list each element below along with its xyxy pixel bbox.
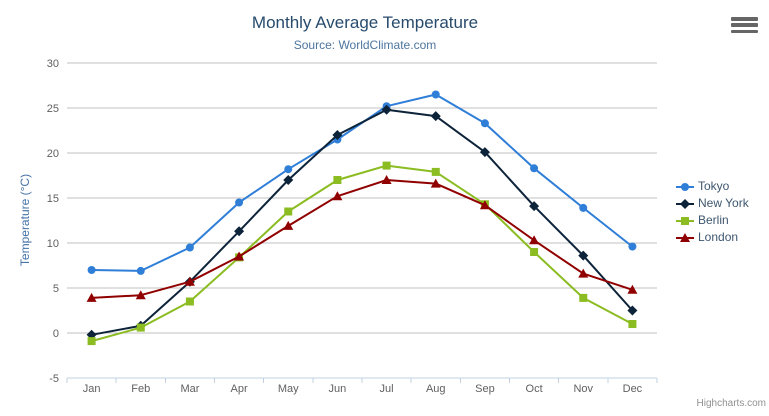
point-berlin-dec[interactable]: [628, 320, 637, 328]
point-new-york-dec[interactable]: [627, 305, 638, 316]
point-berlin-oct[interactable]: [530, 248, 539, 256]
y-axis-label: 10: [47, 238, 59, 250]
series-line-new-york: [90, 108, 634, 336]
x-axis-label: Jul: [380, 383, 394, 395]
y-axis-label: 15: [47, 193, 59, 205]
point-london-nov[interactable]: [578, 268, 589, 278]
x-axis-label: Jan: [83, 383, 101, 395]
diamond-marker-icon: [676, 198, 694, 209]
credits-link[interactable]: Highcharts.com: [696, 398, 766, 409]
y-axis-label: 30: [47, 58, 59, 70]
y-axis-label: 25: [47, 103, 59, 115]
point-london-apr[interactable]: [234, 251, 245, 261]
x-axis-label: Sep: [475, 383, 495, 395]
point-tokyo-nov[interactable]: [579, 203, 588, 212]
square-marker-icon: [676, 216, 694, 225]
point-london-may[interactable]: [283, 220, 294, 230]
circle-marker-icon: [676, 182, 694, 191]
point-new-york-sep[interactable]: [479, 147, 490, 158]
point-london-oct[interactable]: [529, 235, 540, 245]
point-london-jun[interactable]: [332, 191, 343, 201]
triangle-marker-icon: [676, 232, 694, 242]
point-tokyo-apr[interactable]: [235, 198, 244, 207]
hamburger-icon: [731, 29, 758, 33]
point-tokyo-oct[interactable]: [530, 164, 539, 173]
point-berlin-jan[interactable]: [87, 337, 96, 346]
legend-marker: [681, 216, 689, 225]
legend-marker: [680, 232, 690, 242]
point-new-york-apr[interactable]: [234, 226, 245, 237]
x-axis-label: Mar: [180, 383, 199, 395]
point-new-york-aug[interactable]: [430, 111, 441, 122]
point-london-feb[interactable]: [135, 290, 146, 300]
point-new-york-oct[interactable]: [529, 201, 540, 212]
point-tokyo-sep[interactable]: [480, 119, 489, 128]
legend-item-new-york[interactable]: New York: [676, 195, 749, 212]
point-berlin-jun[interactable]: [333, 176, 342, 184]
point-london-dec[interactable]: [627, 284, 638, 294]
point-berlin-feb[interactable]: [136, 323, 145, 332]
point-tokyo-jan[interactable]: [87, 266, 96, 274]
legend-item-tokyo[interactable]: Tokyo: [676, 178, 749, 195]
legend-item-london[interactable]: London: [676, 229, 749, 246]
x-axis-label: Nov: [573, 383, 593, 395]
point-tokyo-may[interactable]: [284, 165, 293, 174]
hamburger-icon: [731, 23, 758, 27]
x-axis-label: Oct: [526, 383, 543, 395]
y-axis-label: 5: [53, 283, 59, 295]
x-axis-label: May: [278, 383, 299, 395]
point-berlin-aug[interactable]: [431, 167, 440, 176]
x-axis-label: Dec: [623, 383, 643, 395]
point-berlin-jul[interactable]: [382, 161, 391, 170]
x-axis-label: Feb: [131, 383, 150, 395]
point-tokyo-dec[interactable]: [628, 242, 637, 251]
series-line-london: [90, 179, 634, 299]
point-berlin-nov[interactable]: [579, 293, 588, 302]
x-axis-label: Apr: [231, 383, 248, 395]
point-new-york-jul[interactable]: [381, 104, 392, 115]
point-new-york-nov[interactable]: [578, 250, 589, 261]
y-axis-label: -5: [49, 373, 59, 385]
hamburger-icon: [731, 17, 758, 21]
legend-label: Berlin: [698, 213, 729, 227]
legend-label: New York: [698, 196, 749, 210]
point-new-york-may[interactable]: [283, 175, 294, 185]
y-axis-label: 20: [47, 148, 59, 160]
point-new-york-jun[interactable]: [332, 130, 343, 140]
point-berlin-mar[interactable]: [185, 297, 194, 306]
y-axis-title: Temperature (°C): [18, 173, 32, 267]
series-line-berlin: [90, 164, 634, 343]
y-axis-label: 0: [53, 328, 59, 340]
export-menu-button[interactable]: [731, 17, 758, 33]
point-london-jan[interactable]: [86, 292, 97, 302]
legend-label: Tokyo: [698, 179, 730, 193]
point-london-jul[interactable]: [381, 175, 392, 184]
point-london-aug[interactable]: [430, 178, 441, 188]
point-tokyo-aug[interactable]: [431, 90, 440, 99]
chart-title: Monthly Average Temperature: [251, 13, 479, 32]
point-london-mar[interactable]: [184, 276, 195, 286]
chart-subtitle: Source: WorldClimate.com: [293, 38, 437, 52]
legend-label: London: [698, 230, 739, 244]
x-axis-label: Aug: [426, 383, 446, 395]
legend-marker: [681, 182, 689, 191]
series-line-tokyo: [90, 93, 634, 272]
point-tokyo-mar[interactable]: [185, 243, 194, 252]
chart-legend: Tokyo New York Berlin London: [676, 178, 749, 246]
legend-marker: [680, 198, 690, 209]
point-berlin-may[interactable]: [284, 207, 293, 216]
point-london-sep[interactable]: [479, 200, 490, 210]
point-tokyo-feb[interactable]: [136, 266, 145, 275]
x-axis-label: Jun: [329, 383, 347, 395]
legend-item-berlin[interactable]: Berlin: [676, 212, 749, 229]
